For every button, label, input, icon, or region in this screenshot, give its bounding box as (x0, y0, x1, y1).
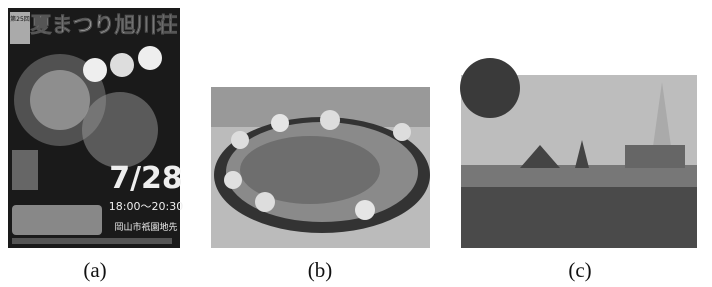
paella-photo (211, 87, 430, 248)
caption-b: (b) (280, 258, 360, 283)
caption-a: (a) (55, 258, 135, 283)
poster-date: 7/28 (109, 161, 183, 196)
caption-c: (c) (540, 258, 620, 283)
poster-time: 18:00～20:30 (109, 200, 183, 213)
poster-title: 夏まつり旭川荘 (31, 13, 178, 37)
figure: 第25回 夏まつり旭川荘 7/28 18:00～20:30 岡山市祇園地先 (0, 0, 712, 287)
poster-photo: 第25回 夏まつり旭川荘 7/28 18:00～20:30 岡山市祇園地先 (8, 8, 183, 248)
poster-place: 岡山市祇園地先 (114, 221, 177, 233)
figure-images: 第25回 夏まつり旭川荘 7/28 18:00～20:30 岡山市祇園地先 (0, 0, 712, 255)
poster-edition: 第25回 (10, 15, 30, 23)
temple-photo (460, 58, 697, 248)
